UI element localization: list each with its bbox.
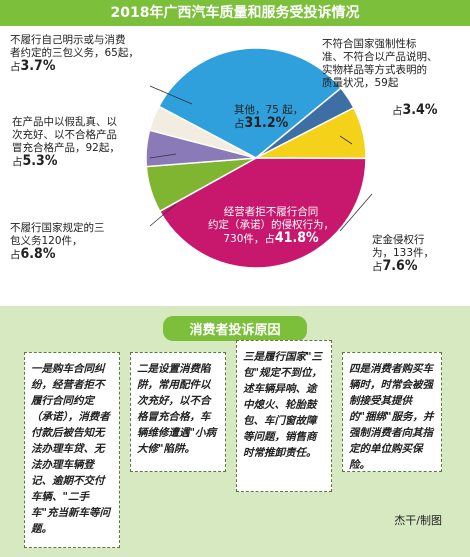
pie-chart bbox=[145, 47, 373, 269]
label-standards-percent: 占3.4% bbox=[392, 102, 438, 118]
leader-line bbox=[149, 203, 177, 227]
percent-5-3: 5.3% bbox=[22, 153, 58, 169]
leader-line bbox=[339, 135, 353, 145]
reason-card-4: 四是消费者购买车辆时，时常会被强制接受其提供的"捆绑"服务，并强制消费者向其指定… bbox=[342, 352, 442, 472]
label-three-guarantee: 不履行国家规定的三 包义务120件， 占6.8% bbox=[10, 222, 105, 262]
reasons-title: 消费者投诉原因 bbox=[0, 316, 470, 341]
leader-line bbox=[149, 153, 177, 159]
label-standards: 不符合国家强制性标 准、不符合以产品说明、 实物样品等方式表明的 质量状况，59… bbox=[322, 38, 438, 89]
leader-line bbox=[339, 193, 373, 232]
label-fake-products: 在产品中以假乱真、以 次充好、以不合格产品 冒充合格产品，92起， 占5.3% bbox=[12, 116, 120, 169]
label-deposit: 定金侵权行 为，133件， 占7.6% bbox=[372, 234, 435, 274]
percent-41-8: 41.8% bbox=[274, 230, 319, 246]
percent-6-8: 6.8% bbox=[20, 246, 56, 262]
percent-7-6: 7.6% bbox=[382, 258, 418, 274]
pie-slice bbox=[158, 157, 367, 269]
label-contract-breach: 经营者拒不履行合同 约定（承诺）的侵权行为， 730件，占41.8% bbox=[208, 206, 334, 246]
percent-31-2: 31.2% bbox=[244, 115, 289, 131]
label-other: 其他，75 起， 占31.2% bbox=[234, 104, 304, 131]
percent-3-7: 3.7% bbox=[20, 58, 56, 74]
reason-card-3: 三是履行国家"三包"规定不到位，述车辆异响、途中熄火、轮胎鼓包、车门窗故障等问题… bbox=[236, 340, 332, 492]
chart-title: 2018年广西汽车质量和服务受投诉情况 bbox=[0, 0, 470, 26]
chart-area: 不履行自己明示或与消费 者约定的三包义务，65起， 占3.7% 在产品中以假乱真… bbox=[0, 26, 470, 306]
pie-slice bbox=[148, 105, 257, 159]
reason-card-1: 一是购车合同纠纷，经营者拒不履行合同约定（承诺），消费者付款后被告知无法办理车贷… bbox=[24, 352, 120, 548]
leader-line bbox=[149, 85, 193, 105]
percent-3-4: 3.4% bbox=[402, 102, 438, 118]
label-contract-guarantee: 不履行自己明示或与消费 者约定的三包义务，65起， 占3.7% bbox=[10, 34, 139, 74]
credit: 杰干/制图 bbox=[394, 514, 442, 527]
reason-card-2: 二是设置消费陷阱，常用配件以次充好，以不合格冒充合格，车辆维修遭遇"小病大修"陷… bbox=[130, 352, 226, 472]
